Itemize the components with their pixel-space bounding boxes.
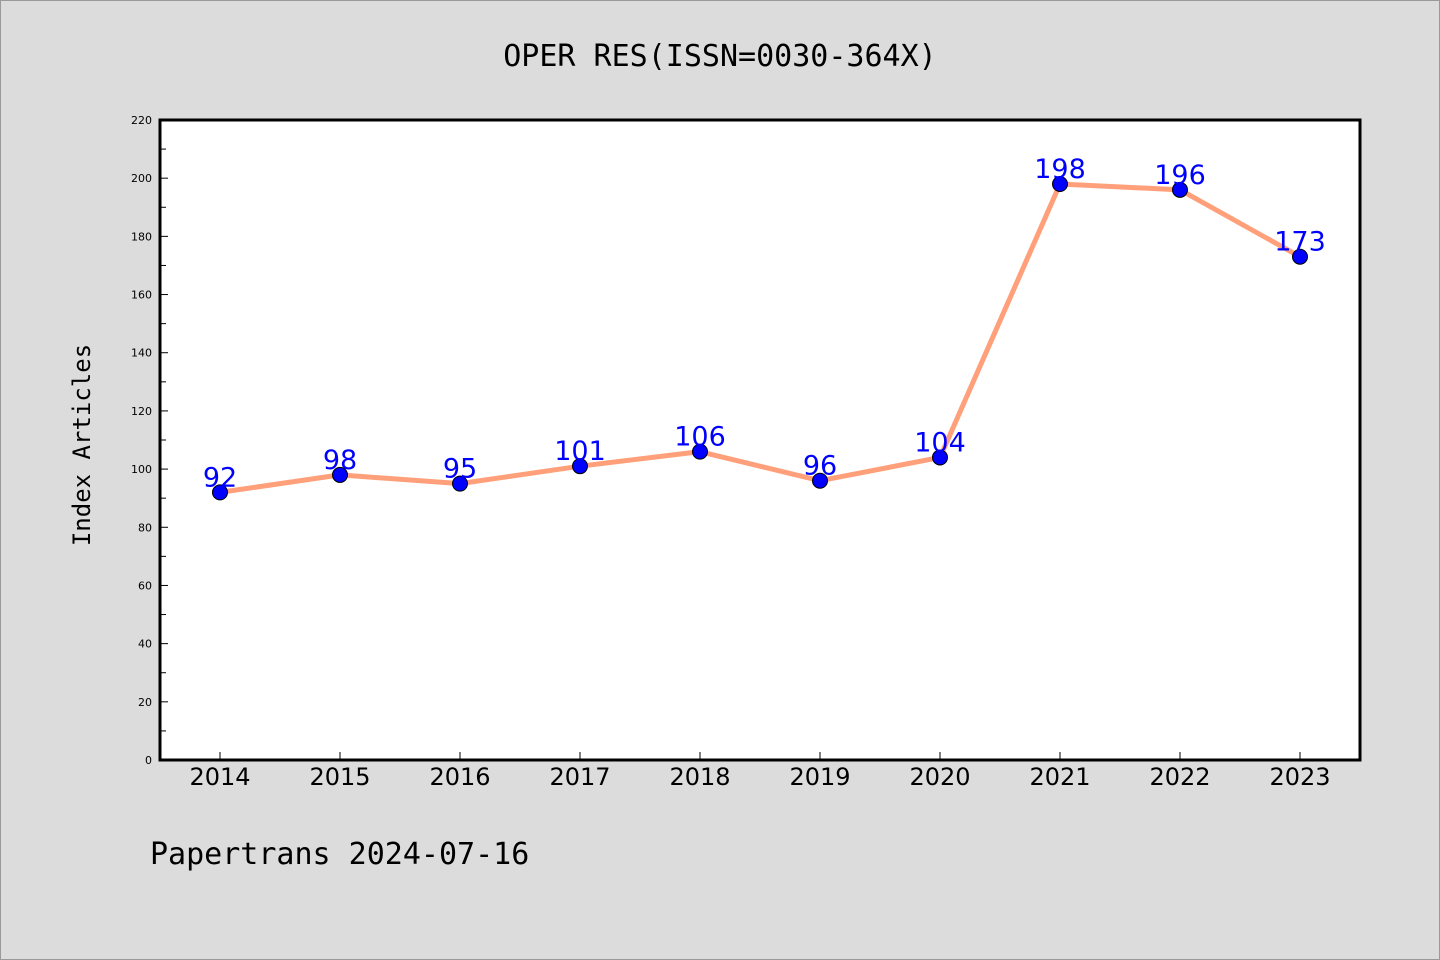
- data-point: [332, 466, 348, 483]
- y-tick-label: 40: [138, 638, 152, 651]
- data-label: 101: [554, 436, 606, 467]
- data-label: 95: [443, 454, 477, 485]
- data-label: 106: [674, 422, 726, 453]
- data-point: [572, 458, 588, 475]
- data-point: [932, 449, 948, 466]
- data-point: [812, 472, 828, 489]
- data-point: [452, 475, 468, 492]
- y-tick-label: 20: [138, 696, 152, 709]
- x-tick-label: 2017: [549, 763, 610, 791]
- data-label: 98: [323, 445, 357, 476]
- x-tick-label: 2022: [1149, 763, 1210, 791]
- x-tick-label: 2019: [789, 763, 850, 791]
- x-tick-label: 2020: [909, 763, 970, 791]
- y-tick-label: 120: [131, 405, 152, 418]
- plot-area: [160, 120, 1360, 760]
- series-line: [217, 181, 1303, 495]
- y-tick-label: 60: [138, 579, 152, 592]
- y-tick-label: 180: [131, 230, 152, 243]
- data-label: 173: [1274, 227, 1326, 258]
- y-tick-label: 160: [131, 289, 152, 302]
- data-point: [1052, 176, 1068, 192]
- y-axis-label: Index Articles: [68, 344, 96, 546]
- x-tick-label: 2023: [1269, 763, 1330, 791]
- y-tick-label: 100: [131, 463, 152, 476]
- data-label: 104: [914, 427, 966, 458]
- data-label: 96: [803, 451, 837, 482]
- x-axis: 2014 2015 2016 2017 2018 2019 2020 2021 2022 2023: [189, 752, 1331, 791]
- plot-frame: [158, 118, 1362, 762]
- footer-credit: Papertrans 2024-07-16: [150, 837, 529, 872]
- x-tick-label: 2016: [429, 763, 490, 791]
- x-tick-label: 2014: [189, 763, 250, 791]
- data-point: [692, 443, 708, 460]
- y-tick-label: 0: [145, 754, 152, 767]
- y-tick-label: 220: [131, 114, 152, 127]
- data-point: [1172, 181, 1188, 198]
- y-tick-label: 140: [131, 347, 152, 360]
- data-label: 198: [1034, 154, 1086, 185]
- y-axis: 0 20 40 60 80 100 120 140 160 180 200 220: [131, 114, 168, 767]
- x-tick-label: 2021: [1029, 763, 1090, 791]
- x-tick-label: 2018: [669, 763, 730, 791]
- x-tick-label: 2015: [309, 763, 370, 791]
- data-point: [212, 484, 228, 501]
- data-point: [1292, 248, 1308, 265]
- data-label: 92: [203, 462, 237, 493]
- chart-title: OPER RES(ISSN=0030-364X): [503, 39, 936, 74]
- data-label: 196: [1154, 160, 1206, 191]
- y-tick-label: 200: [131, 172, 152, 185]
- y-tick-label: 80: [138, 521, 152, 534]
- series-layer: 92 98 95 101 106 96 104 198 196 173: [203, 154, 1326, 501]
